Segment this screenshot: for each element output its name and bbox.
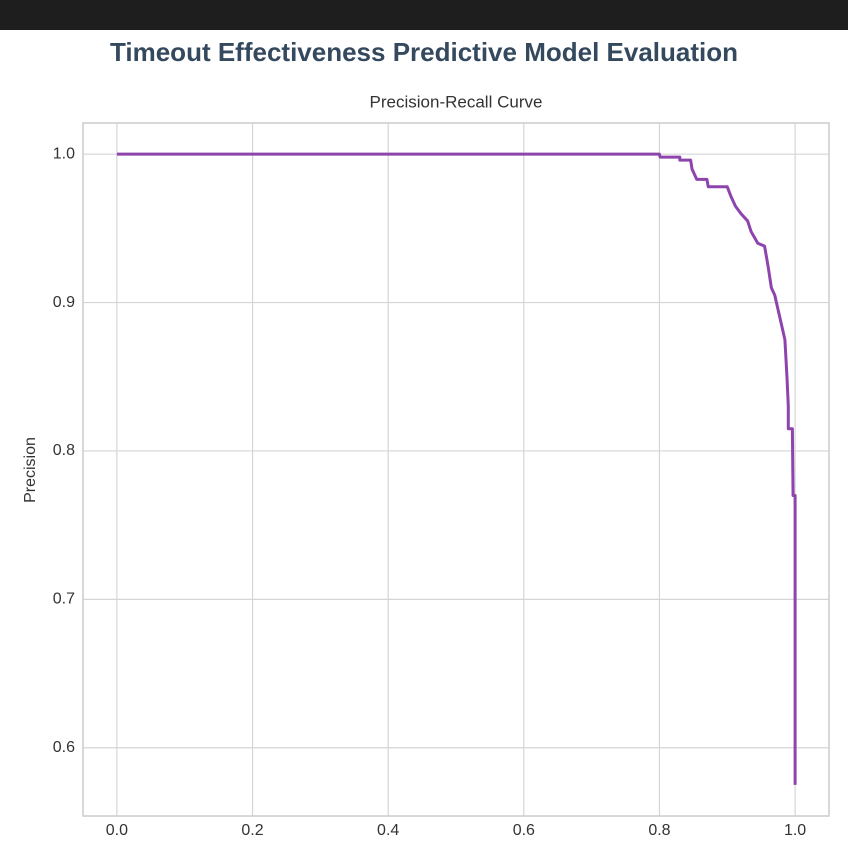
x-tick-label: 0.6	[513, 822, 535, 839]
y-tick-label: 0.9	[53, 294, 75, 311]
x-tick-label: 1.0	[784, 822, 806, 839]
x-tick-label: 0.0	[106, 822, 128, 839]
x-tick-label: 0.2	[241, 822, 263, 839]
chart-title: Precision-Recall Curve	[370, 92, 543, 111]
y-tick-label: 0.7	[53, 591, 75, 608]
y-tick-label: 1.0	[53, 145, 75, 162]
x-tick-label: 0.8	[648, 822, 670, 839]
page-title: Timeout Effectiveness Predictive Model E…	[110, 37, 738, 67]
pr-curve	[116, 152, 797, 785]
x-tick-label: 0.4	[377, 822, 399, 839]
plot-frame	[82, 122, 830, 817]
top-bar	[0, 0, 848, 30]
y-axis-label: Precision	[22, 437, 39, 503]
y-tick-label: 0.8	[53, 442, 75, 459]
y-tick-label: 0.6	[53, 739, 75, 756]
